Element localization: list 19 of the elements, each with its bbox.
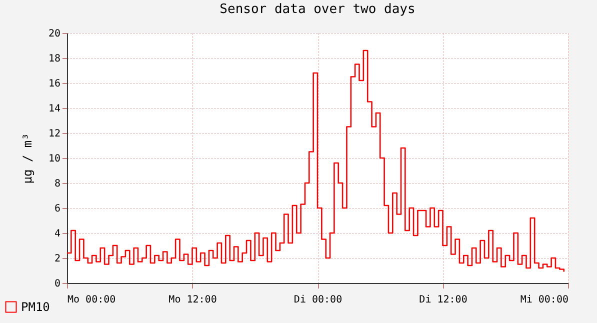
y-tick-label: 16	[48, 78, 60, 90]
x-tick-label: Di 00:00	[294, 294, 342, 306]
legend-label: PM10	[21, 300, 50, 314]
y-tick-label: 18	[48, 54, 60, 64]
y-tick-label: 12	[48, 128, 60, 140]
y-tick-label: 20	[48, 28, 60, 40]
x-tick-label: Mo 00:00	[68, 294, 116, 306]
y-tick-label: 10	[48, 154, 60, 164]
x-tick-label: Mo 12:00	[168, 294, 217, 306]
chart-title: Sensor data over two days	[220, 2, 416, 17]
x-tick-label: Mi 00:00	[520, 294, 568, 306]
y-tick-label: 8	[54, 178, 60, 190]
y-tick-label: 0	[54, 278, 60, 290]
y-tick-label: 2	[54, 254, 60, 264]
y-axis-title: µg / m³	[20, 133, 34, 184]
y-tick-label: 14	[48, 104, 60, 114]
y-tick-label: 6	[54, 204, 60, 214]
y-tick-label: 4	[54, 228, 60, 240]
x-tick-label: Di 12:00	[419, 294, 468, 306]
